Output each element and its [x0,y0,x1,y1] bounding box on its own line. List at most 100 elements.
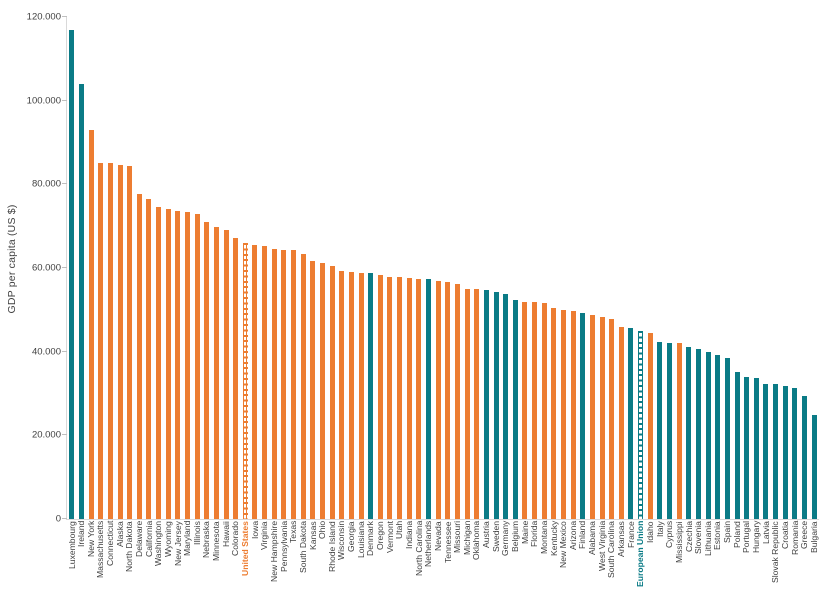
category-label: Greece [799,521,810,550]
category-label: Oregon [375,521,386,550]
bar-slot [356,17,366,519]
bar-croatia [782,385,788,519]
bar-ireland [78,83,84,519]
bar-luxembourg [69,29,75,519]
bar-slot [337,17,347,519]
bar-slot [665,17,675,519]
bar-portugal [744,376,750,519]
category-label: New Mexico [558,521,569,568]
category-label: Missouri [452,521,463,553]
bar-slot [443,17,453,519]
bar-missouri [454,284,460,519]
category-label: Washington [153,521,164,567]
bar-slot [134,17,144,519]
bar-idaho [647,333,653,519]
bar-cyprus [667,342,673,519]
bar-wyoming [165,209,171,519]
bar-slot [549,17,559,519]
category-label: European Union [635,521,646,588]
bar-delaware [136,193,142,519]
bar-south-dakota [300,254,306,519]
category-label: Indiana [403,521,414,550]
bar-slot [347,17,357,519]
bar-iowa [252,245,258,519]
category-label: Connecticut [105,521,116,567]
y-tick-mark [62,350,67,352]
y-tick-label: 120.000 [26,11,61,23]
bar-new-york [88,129,94,519]
category-label: Nevada [432,521,443,551]
category-label: Ireland [76,521,87,548]
label-slot: Hungary [751,521,761,616]
bar-slot [453,17,463,519]
label-slot: Connecticut [105,521,116,616]
bar-slot [279,17,289,519]
category-label: Denmark [365,521,376,556]
category-label: Czechia [683,521,694,553]
label-slot: Netherlands [423,521,434,616]
label-slot: Spain [722,521,733,616]
bar-west-virginia [599,316,605,519]
bar-north-carolina [416,278,422,519]
bar-france [628,328,634,519]
y-tick-mark [62,267,67,268]
bar-alaska [117,165,123,519]
category-label: Virginia [259,521,270,550]
bar-netherlands [426,279,432,519]
label-slot: Arkansas [616,521,627,616]
bar-slot [125,17,135,519]
bar-alabama [589,314,595,519]
bar-slot [607,17,617,519]
bar-slot [96,17,106,519]
category-label: Sweden [490,521,501,553]
category-label: North Carolina [413,521,424,577]
bar-slot [241,17,251,519]
bar-mississippi [676,343,682,519]
y-tick-label: 80.000 [31,178,61,190]
label-slot: Georgia [346,521,357,616]
category-label: Latvia [760,521,771,544]
bar-north-dakota [127,165,133,519]
bar-louisiana [358,272,364,519]
category-label: Hungary [751,521,761,554]
category-label: Bulgaria [808,521,819,553]
category-label: Slovak Republic [770,521,781,583]
bar-arkansas [618,327,624,519]
bar-slot [636,17,646,519]
label-slot: Missouri [452,521,463,616]
bar-slot [694,17,704,519]
category-label: Maryland [182,521,193,557]
bar-slot [318,17,328,519]
bar-maryland [185,212,190,519]
bar-montana [541,302,547,519]
label-slot: Ohio [317,521,328,616]
bar-slovenia [695,349,701,519]
bar-germany [503,293,509,519]
bar-slot [192,17,202,519]
bar-poland [734,371,740,519]
label-slot: Nevada [433,521,443,616]
bar-ohio [319,262,325,519]
category-label: Romania [789,521,800,556]
bar-slot [684,17,694,519]
y-tick-label: 0 [55,513,61,525]
bar-kentucky [551,308,557,519]
label-slot: Belgium [510,521,520,616]
bar-slot [520,17,530,519]
bar-sweden [493,291,499,519]
bar-rhode-island [329,265,335,519]
category-label: South Dakota [297,521,308,574]
bar-slot [250,17,260,519]
bar-slot [424,17,434,519]
bars-container [67,17,819,519]
bar-greece [802,396,807,519]
bar-slot [163,17,173,519]
category-label: New Hampshire [268,521,279,583]
y-tick-mark [62,99,67,101]
label-slot: Bulgaria [809,521,819,616]
category-label: Austria [481,521,492,548]
y-tick-label: 40.000 [31,346,61,358]
category-labels: Luxembourg Ireland New York Massachusetts Co… [67,521,819,616]
category-label: California [143,521,154,558]
category-label: Minnesota [211,521,222,561]
